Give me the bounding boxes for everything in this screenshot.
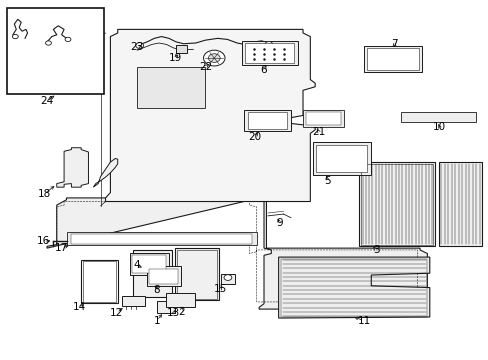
Bar <box>71 234 251 244</box>
Polygon shape <box>93 158 118 187</box>
Bar <box>303 110 344 127</box>
Bar <box>175 248 219 300</box>
Text: 5: 5 <box>324 176 330 186</box>
Bar <box>149 269 177 284</box>
Circle shape <box>12 35 18 39</box>
Text: 19: 19 <box>168 53 182 63</box>
Bar <box>122 296 145 306</box>
Text: 18: 18 <box>38 189 51 199</box>
Bar <box>247 112 286 129</box>
Text: 20: 20 <box>248 132 261 142</box>
Circle shape <box>224 275 231 280</box>
Bar <box>157 301 175 313</box>
Bar <box>306 112 340 125</box>
Bar <box>66 231 256 245</box>
Circle shape <box>136 42 143 48</box>
Bar <box>137 67 205 108</box>
Bar <box>358 162 434 246</box>
Polygon shape <box>278 257 429 318</box>
Bar <box>130 253 168 275</box>
Circle shape <box>208 54 220 62</box>
Circle shape <box>65 37 71 41</box>
Text: 24: 24 <box>41 96 54 106</box>
Text: 11: 11 <box>357 316 370 325</box>
Text: 9: 9 <box>276 218 283 228</box>
Text: 21: 21 <box>311 127 325 136</box>
Bar <box>133 250 172 297</box>
Bar <box>360 163 432 245</box>
Circle shape <box>203 50 224 66</box>
Bar <box>147 266 181 286</box>
Bar <box>366 48 418 70</box>
Text: 15: 15 <box>213 284 226 294</box>
Text: 12: 12 <box>110 308 123 318</box>
Text: 17: 17 <box>55 243 68 253</box>
Text: 23: 23 <box>130 42 143 52</box>
Polygon shape <box>105 30 315 202</box>
Bar <box>176 45 186 53</box>
Bar <box>165 293 194 307</box>
Text: 8: 8 <box>153 285 160 296</box>
Text: 16: 16 <box>37 236 50 246</box>
Text: 2: 2 <box>178 307 184 316</box>
Text: 22: 22 <box>199 62 212 72</box>
Text: 14: 14 <box>73 302 86 312</box>
Text: 1: 1 <box>153 316 160 325</box>
Bar <box>312 142 370 175</box>
Text: 3: 3 <box>372 245 379 255</box>
Bar <box>245 43 294 63</box>
Bar <box>221 274 234 284</box>
Bar <box>316 145 366 172</box>
Circle shape <box>264 41 272 47</box>
Bar <box>81 260 118 303</box>
Text: 7: 7 <box>390 40 397 49</box>
Bar <box>177 249 217 299</box>
Text: 4: 4 <box>134 260 140 270</box>
Text: 13: 13 <box>167 309 180 318</box>
Bar <box>6 8 104 94</box>
Text: 6: 6 <box>260 64 267 75</box>
Bar <box>82 261 116 302</box>
Bar <box>132 255 165 273</box>
Bar <box>242 41 298 64</box>
Polygon shape <box>47 198 427 309</box>
Bar <box>438 162 482 246</box>
Circle shape <box>45 41 51 45</box>
Polygon shape <box>57 148 88 187</box>
Bar <box>244 110 290 131</box>
Bar <box>400 112 475 122</box>
Text: 10: 10 <box>432 122 445 132</box>
Bar <box>281 258 427 317</box>
Bar <box>363 45 422 72</box>
